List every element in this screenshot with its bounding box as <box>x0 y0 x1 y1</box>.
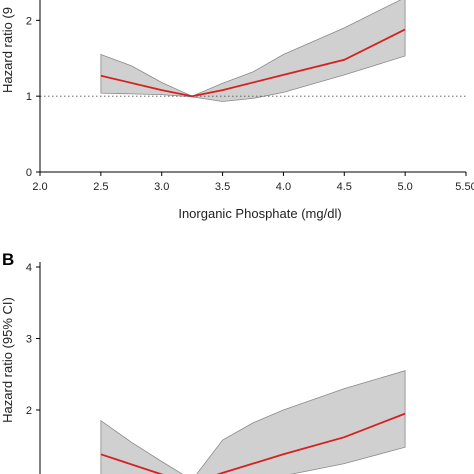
panel-b-y-ticks: 2 3 4 <box>26 262 40 417</box>
panel-a-x-tick-label: 4.0 <box>276 181 291 193</box>
panel-a-x-tick-label: 2.0 <box>32 181 47 193</box>
panel-a-y-tick-label: 2 <box>26 15 32 27</box>
panel-a-y-tick-label: 1 <box>26 91 32 103</box>
panel-b-y-tick-label: 4 <box>26 262 32 274</box>
panel-a-x-tick-label: 2.5 <box>93 181 108 193</box>
panel-a-y-axis-title: Hazard ratio (9 <box>0 7 15 93</box>
panel-b-letter: B <box>2 250 14 269</box>
panel-b-estimate-line <box>100 412 406 474</box>
panel-a-estimate-line <box>100 28 406 98</box>
panel-a-y-tick-label: 0 <box>26 167 32 179</box>
panel-b-chart: B 2 3 4 Hazard ratio (95% CI) <box>0 250 406 474</box>
panel-a-x-tick-label: 3.5 <box>215 181 230 193</box>
panel-b-y-axis-title: Hazard ratio (95% CI) <box>0 297 15 423</box>
panel-a-x-ticks: 2.0 2.5 3.0 3.5 4.0 4.5 5.0 5.50 <box>32 172 474 193</box>
panel-a-x-tick-label: 3.0 <box>154 181 169 193</box>
panel-b-ci-band <box>100 370 406 474</box>
panel-a-x-tick-label: 5.50 <box>455 181 474 193</box>
panel-a-x-tick-label: 5.0 <box>397 181 412 193</box>
panel-b-y-tick-label: 2 <box>26 405 32 417</box>
panel-a-x-tick-label: 4.5 <box>337 181 352 193</box>
panel-a-x-axis-title: Inorganic Phosphate (mg/dl) <box>178 206 341 221</box>
panel-a-y-ticks: 0 1 2 <box>26 15 40 179</box>
panel-b-y-tick-label: 3 <box>26 334 32 346</box>
panel-a-chart: 2.0 2.5 3.0 3.5 4.0 4.5 5.0 5.50 0 1 2 Inorganic … <box>0 0 474 221</box>
